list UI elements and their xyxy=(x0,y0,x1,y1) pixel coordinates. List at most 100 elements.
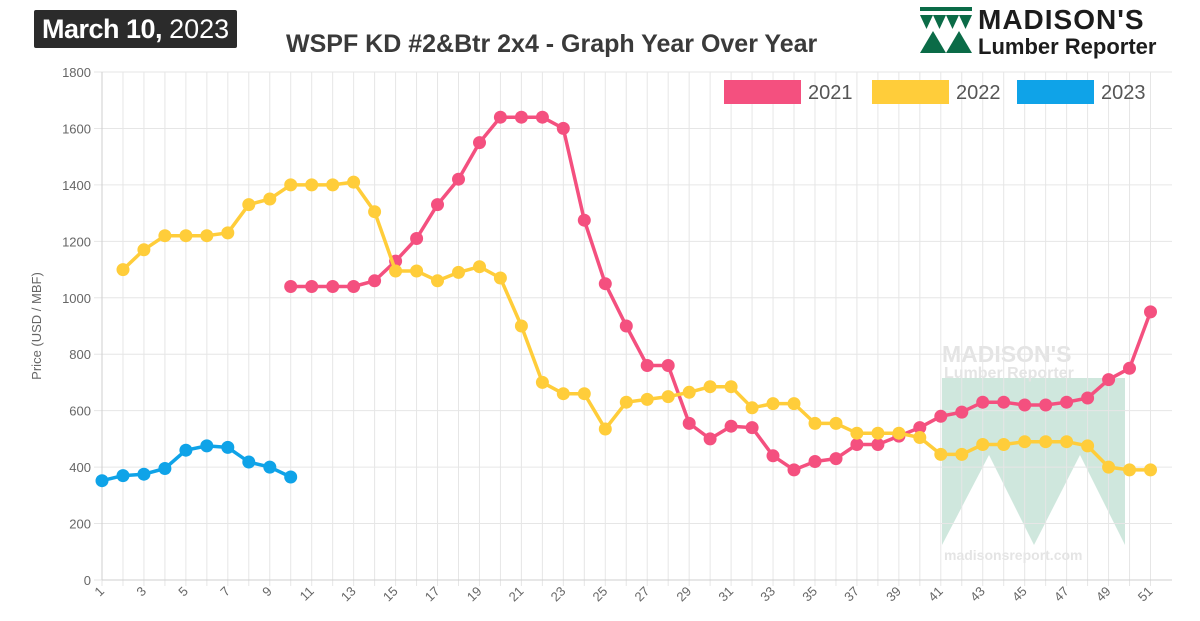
data-point-2022 xyxy=(200,229,214,243)
data-point-2022 xyxy=(368,205,382,219)
x-tick-label: 7 xyxy=(217,584,233,600)
x-tick-label: 27 xyxy=(632,584,653,605)
x-tick-label: 37 xyxy=(841,584,862,605)
data-point-2021 xyxy=(535,110,549,124)
data-point-2022 xyxy=(1060,435,1074,449)
data-point-2022 xyxy=(724,380,738,394)
data-point-2022 xyxy=(410,264,424,278)
data-point-2022 xyxy=(326,178,340,192)
data-point-2023 xyxy=(263,460,277,474)
x-tick-label: 23 xyxy=(548,584,569,605)
data-point-2021 xyxy=(745,421,759,435)
x-tick-label: 43 xyxy=(967,584,988,605)
data-point-2021 xyxy=(787,463,801,477)
x-tick-label: 35 xyxy=(799,584,820,605)
y-tick-label: 400 xyxy=(69,460,91,475)
y-tick-label: 1200 xyxy=(62,234,91,249)
data-point-2023 xyxy=(242,455,256,469)
data-point-2022 xyxy=(347,175,361,189)
data-point-2021 xyxy=(724,419,738,433)
watermark-subtitle: Lumber Reporter xyxy=(944,365,1074,382)
data-point-2021 xyxy=(326,280,340,293)
data-point-2022 xyxy=(934,447,948,461)
data-point-2022 xyxy=(1102,460,1116,474)
data-point-2021 xyxy=(640,359,654,372)
legend-label-2022: 2022 xyxy=(956,82,1001,104)
y-axis-label: Price (USD / MBF) xyxy=(29,272,44,380)
data-point-2021 xyxy=(452,172,465,186)
x-tick-label: 49 xyxy=(1093,584,1114,605)
data-point-2022 xyxy=(263,192,277,206)
y-tick-label: 0 xyxy=(84,573,91,588)
data-point-2022 xyxy=(619,395,633,409)
x-tick-label: 9 xyxy=(259,584,275,600)
data-point-2022 xyxy=(976,438,990,451)
data-point-2022 xyxy=(808,416,822,430)
data-point-2022 xyxy=(913,431,927,444)
series-line-2023 xyxy=(100,444,293,483)
data-point-2021 xyxy=(1123,361,1136,375)
x-tick-label: 11 xyxy=(297,584,317,604)
data-point-2021 xyxy=(850,438,864,451)
data-point-2021 xyxy=(829,452,843,466)
data-point-2022 xyxy=(179,229,193,243)
data-point-2022 xyxy=(221,226,235,240)
data-point-2021 xyxy=(493,110,507,124)
data-point-2022 xyxy=(892,426,906,440)
data-point-2022 xyxy=(1018,435,1032,449)
x-tick-label: 45 xyxy=(1009,584,1030,605)
data-point-2022 xyxy=(955,447,969,461)
data-point-2022 xyxy=(305,178,319,192)
chart-title: WSPF KD #2&Btr 2x4 - Graph Year Over Yea… xyxy=(286,30,818,58)
y-tick-label: 200 xyxy=(69,517,91,532)
date-year: 2023 xyxy=(169,13,230,44)
data-point-2022 xyxy=(787,397,801,411)
data-point-2023 xyxy=(95,474,109,488)
legend-swatch-2023 xyxy=(1017,80,1094,104)
data-point-2021 xyxy=(955,405,969,419)
data-point-2021 xyxy=(556,121,570,135)
data-point-2021 xyxy=(1102,373,1116,387)
data-point-2022 xyxy=(158,229,172,243)
data-point-2022 xyxy=(1144,463,1157,477)
data-point-2021 xyxy=(1081,391,1095,405)
data-point-2022 xyxy=(829,416,843,430)
data-point-2022 xyxy=(452,265,465,279)
data-point-2021 xyxy=(577,213,591,227)
x-tick-label: 29 xyxy=(673,584,694,605)
data-point-2022 xyxy=(284,178,298,192)
data-point-2022 xyxy=(598,422,612,436)
data-point-2021 xyxy=(766,449,780,463)
date-month-day: March 10, xyxy=(42,13,163,44)
data-point-2021 xyxy=(997,395,1011,409)
series-layer xyxy=(95,110,1157,488)
data-point-2021 xyxy=(1060,395,1074,409)
data-point-2022 xyxy=(137,243,151,257)
y-tick-label: 1800 xyxy=(62,65,91,80)
data-point-2021 xyxy=(934,409,948,423)
data-point-2021 xyxy=(431,198,444,212)
legend-swatch-2021 xyxy=(724,80,801,104)
data-point-2022 xyxy=(745,401,759,415)
data-point-2023 xyxy=(179,443,193,457)
watermark: MADISON'S Lumber Reporter madisonsreport… xyxy=(942,341,1125,563)
data-point-2022 xyxy=(493,271,507,285)
data-point-2021 xyxy=(808,455,822,468)
data-point-2021 xyxy=(514,110,528,124)
data-point-2021 xyxy=(682,416,696,430)
data-point-2021 xyxy=(661,359,675,372)
watermark-url: madisonsreport.com xyxy=(944,547,1082,563)
data-point-2022 xyxy=(850,426,864,440)
series-2021 xyxy=(284,110,1157,477)
logo-mark-icon xyxy=(920,7,972,53)
watermark-triangle-left xyxy=(942,455,1034,545)
data-point-2022 xyxy=(514,319,528,333)
data-point-2022 xyxy=(535,375,549,389)
x-tick-label: 47 xyxy=(1051,584,1072,605)
data-point-2021 xyxy=(598,277,612,291)
x-tick-label: 21 xyxy=(506,584,527,605)
x-tick-label: 3 xyxy=(133,584,149,600)
x-tick-label: 51 xyxy=(1135,584,1156,605)
data-point-2021 xyxy=(410,232,424,245)
logo-name: MADISON'S xyxy=(978,4,1145,35)
